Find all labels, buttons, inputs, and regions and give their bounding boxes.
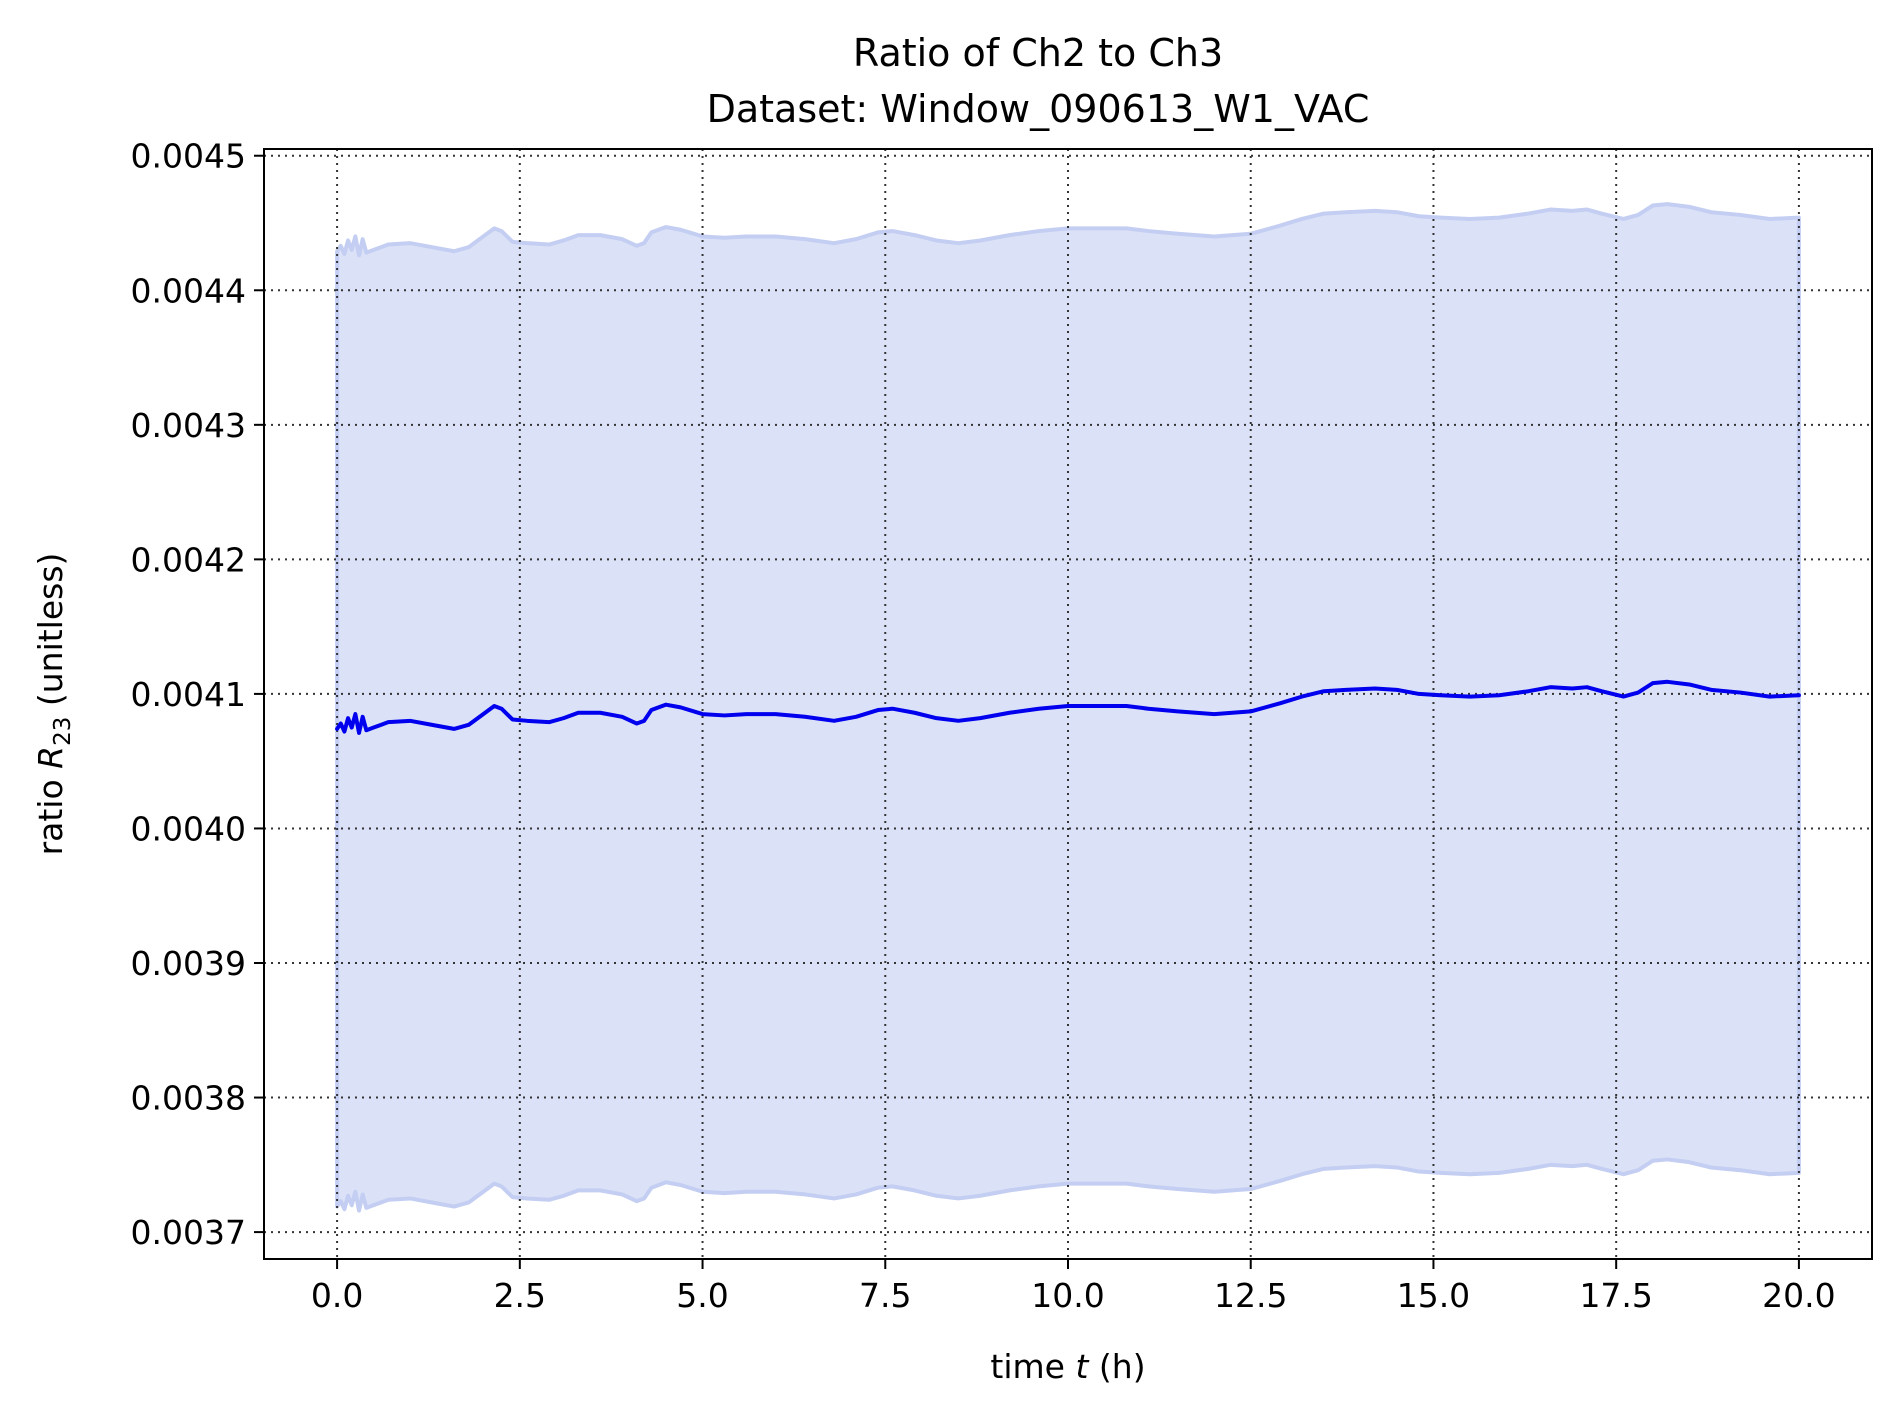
y-axis-label-prefix: ratio	[31, 769, 70, 856]
x-tick-label: 12.5	[1214, 1276, 1287, 1315]
chart-title-line-2: Dataset: Window_090613_W1_VAC	[707, 87, 1370, 131]
x-axis-label-suffix: (h)	[1088, 1347, 1145, 1386]
x-axis-ticks: 0.0 2.5 5.0 7.5 10.0 12.5 15.0 17.5 20.0	[311, 1259, 1836, 1315]
y-axis-label: ratio R23 (unitless)	[31, 553, 76, 856]
ratio-r23-line	[335, 679, 1801, 735]
plot-area	[263, 148, 1873, 1260]
chart-title: Ratio of Ch2 to Ch3 Dataset: Window_0906…	[707, 31, 1370, 131]
y-tick-label: 0.0039	[131, 944, 246, 983]
x-tick-label: 0.0	[311, 1276, 363, 1315]
ratio-line-layer	[335, 679, 1801, 735]
y-tick-label: 0.0037	[131, 1213, 246, 1252]
x-tick-label: 15.0	[1397, 1276, 1470, 1315]
chart-title-line-1: Ratio of Ch2 to Ch3	[853, 31, 1223, 75]
x-tick-label: 7.5	[859, 1276, 911, 1315]
x-tick-label: 2.5	[494, 1276, 546, 1315]
y-axis-label-subscript: 23	[50, 717, 76, 746]
x-tick-label: 20.0	[1762, 1276, 1835, 1315]
y-tick-label: 0.0043	[131, 406, 246, 445]
x-axis-label: time t (h)	[990, 1347, 1145, 1386]
y-tick-label: 0.0041	[131, 675, 246, 714]
y-tick-label: 0.0045	[131, 137, 246, 176]
x-axis-label-variable: t	[1075, 1347, 1089, 1386]
x-tick-label: 5.0	[676, 1276, 728, 1315]
x-tick-label: 10.0	[1031, 1276, 1104, 1315]
y-axis-ticks: 0.0037 0.0038 0.0039 0.0040 0.0041 0.0042 0.00…	[131, 137, 264, 1252]
y-tick-label: 0.0042	[131, 540, 246, 579]
y-tick-label: 0.0040	[131, 809, 246, 848]
x-axis-label-prefix: time	[990, 1347, 1075, 1386]
y-tick-label: 0.0038	[131, 1079, 246, 1118]
y-axis-label-suffix: (unitless)	[31, 553, 70, 717]
y-axis-label-variable: R	[31, 746, 70, 769]
y-tick-label: 0.0044	[131, 271, 246, 310]
x-tick-label: 17.5	[1579, 1276, 1652, 1315]
grid-layer	[264, 149, 1872, 1259]
